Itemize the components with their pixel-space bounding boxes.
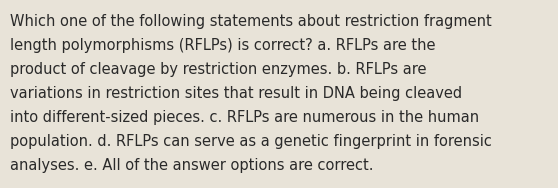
Text: length polymorphisms (RFLPs) is correct? a. RFLPs are the: length polymorphisms (RFLPs) is correct?…: [10, 38, 435, 53]
Text: into different-sized pieces. c. RFLPs are numerous in the human: into different-sized pieces. c. RFLPs ar…: [10, 110, 479, 125]
Text: product of cleavage by restriction enzymes. b. RFLPs are: product of cleavage by restriction enzym…: [10, 62, 426, 77]
Text: analyses. e. All of the answer options are correct.: analyses. e. All of the answer options a…: [10, 158, 373, 173]
Text: Which one of the following statements about restriction fragment: Which one of the following statements ab…: [10, 14, 492, 29]
Text: variations in restriction sites that result in DNA being cleaved: variations in restriction sites that res…: [10, 86, 462, 101]
Text: population. d. RFLPs can serve as a genetic fingerprint in forensic: population. d. RFLPs can serve as a gene…: [10, 134, 492, 149]
